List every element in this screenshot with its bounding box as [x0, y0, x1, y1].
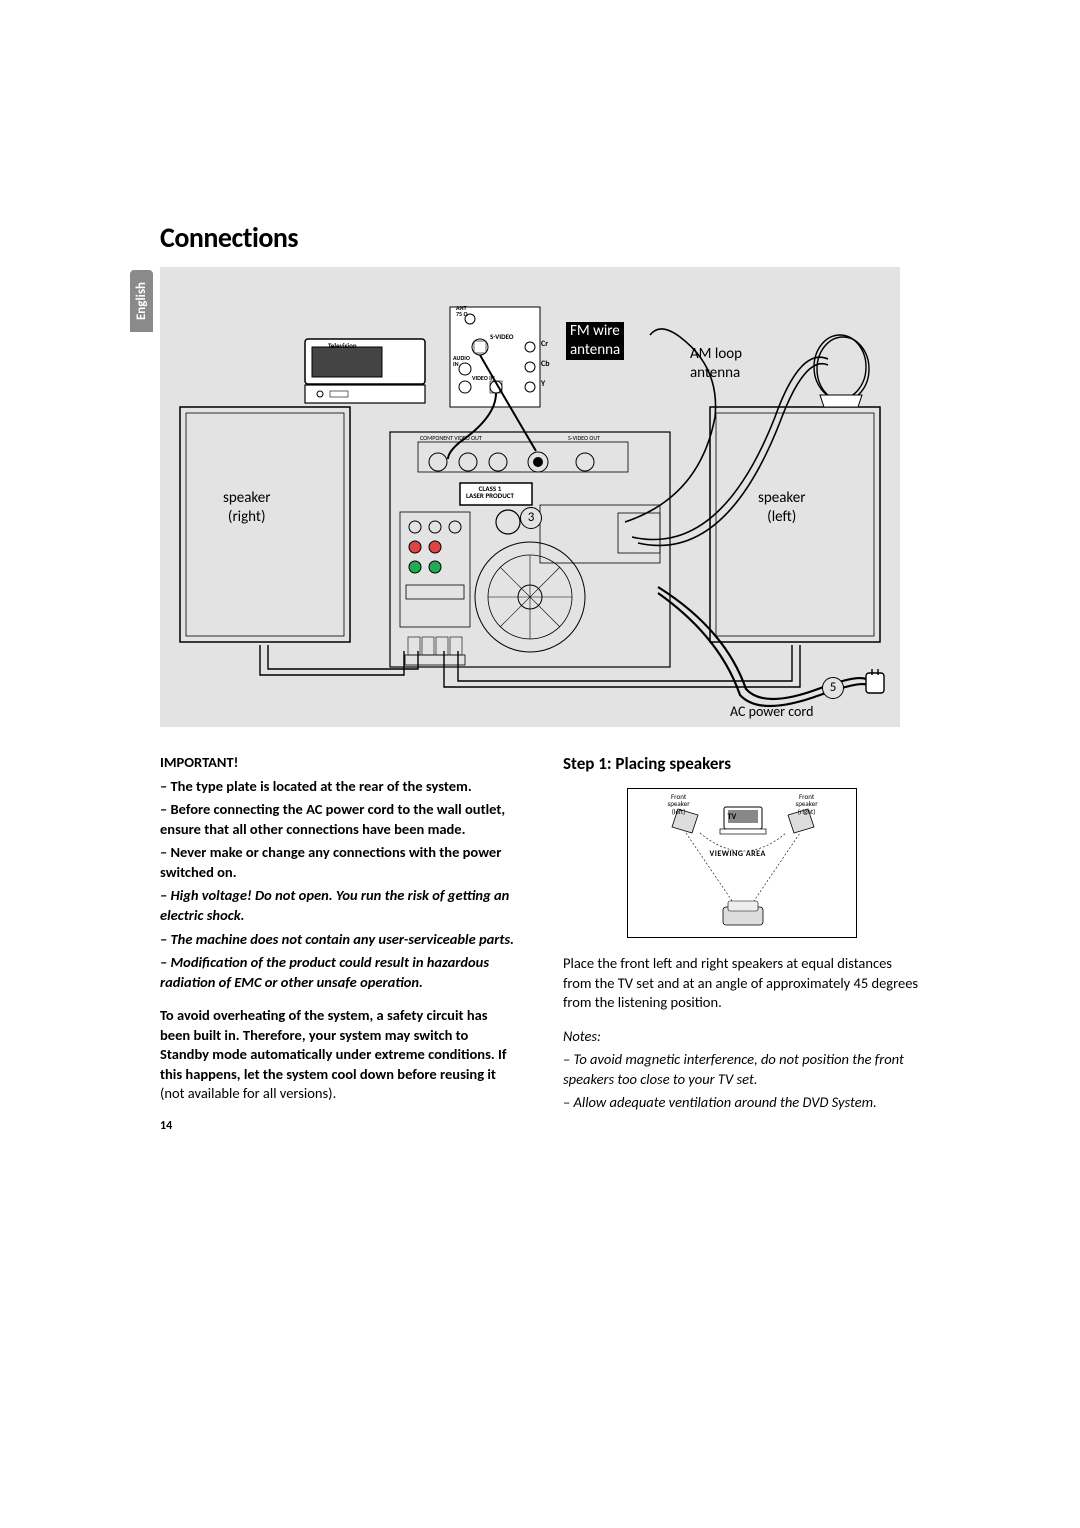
- class1-label: CLASS 1LASER PRODUCT: [466, 485, 514, 500]
- note-ventilation: – Allow adequate ventilation around the …: [563, 1093, 920, 1113]
- plc-left-spk: Frontspeaker(left): [668, 793, 690, 815]
- plc-viewing: VIEWING AREA: [710, 849, 766, 860]
- plc-right-spk: Frontspeaker(right): [796, 793, 818, 815]
- right-column: Step 1: Placing speakers: [563, 753, 920, 1138]
- bullet-ac-cord: – Before connecting the AC power cord to…: [160, 800, 517, 839]
- label-speaker-left: speaker(left): [758, 489, 805, 527]
- bullet-typeplate: – The type plate is located at the rear …: [160, 777, 517, 797]
- language-tab: English: [130, 270, 153, 332]
- label-speaker-right: speaker(right): [223, 489, 270, 527]
- notes-heading: Notes:: [563, 1027, 920, 1047]
- label-fm-wire: FM wireantenna: [566, 322, 624, 360]
- svid-out-label: S-VIDEO OUT: [568, 435, 600, 443]
- bullet-modification: – Modification of the product could resu…: [160, 953, 517, 992]
- plc-tv: TV: [728, 813, 737, 821]
- port-video: VIDEO IN: [472, 375, 495, 383]
- note-magnetic: – To avoid magnetic interference, do not…: [563, 1050, 920, 1089]
- step-circle-3: 3: [520, 507, 542, 529]
- placement-body: Place the front left and right speakers …: [563, 954, 920, 1013]
- left-column: IMPORTANT! – The type plate is located a…: [160, 753, 517, 1138]
- label-ac-cord: AC power cord: [730, 703, 813, 721]
- port-y: Y: [541, 379, 545, 389]
- page-number: 14: [160, 1118, 517, 1134]
- page-title: Connections: [160, 220, 920, 255]
- bullet-never-change: – Never make or change any connections w…: [160, 843, 517, 882]
- bullet-high-voltage: – High voltage! Do not open. You run the…: [160, 886, 517, 925]
- connections-diagram: speaker(right) speaker(left) FM wireante…: [160, 267, 900, 727]
- important-heading: IMPORTANT!: [160, 753, 517, 773]
- comp-out-label: COMPONENT VIDEO OUT: [420, 435, 482, 443]
- bullet-no-serviceable: – The machine does not contain any user-…: [160, 930, 517, 950]
- port-cr: Cr: [541, 339, 548, 349]
- port-svideo: S-VIDEO: [490, 333, 514, 342]
- port-audio: AUDIOIN: [453, 355, 470, 367]
- label-am-loop: AM loopantenna: [690, 345, 742, 383]
- port-cb: Cb: [541, 359, 550, 369]
- overheat-paragraph: To avoid overheating of the system, a sa…: [160, 1006, 517, 1104]
- port-ant: ANT75 Ω: [456, 305, 468, 317]
- tv-label: Television: [328, 342, 357, 351]
- step-circle-5: 5: [822, 677, 844, 699]
- placement-diagram: Frontspeaker(left) Frontspeaker(right) T…: [627, 788, 857, 938]
- step1-heading: Step 1: Placing speakers: [563, 753, 920, 776]
